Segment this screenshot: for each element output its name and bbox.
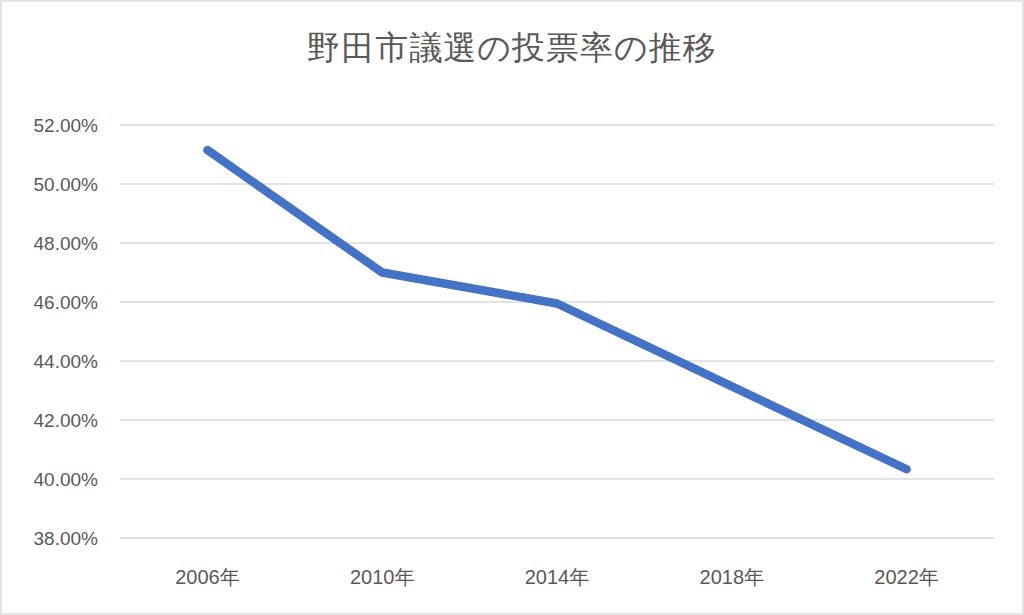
y-axis-tick-label: 50.00% [2, 175, 98, 194]
y-axis-tick-label: 38.00% [2, 529, 98, 548]
y-axis-tick-label: 52.00% [2, 116, 98, 135]
x-axis-tick-label: 2022年 [827, 567, 987, 587]
y-axis-tick-label: 42.00% [2, 411, 98, 430]
y-axis-tick-label: 44.00% [2, 352, 98, 371]
y-axis-tick-label: 46.00% [2, 293, 98, 312]
y-axis-tick-label: 40.00% [2, 470, 98, 489]
x-axis-tick-label: 2006年 [127, 567, 287, 587]
x-axis-tick-label: 2010年 [302, 567, 462, 587]
y-axis-tick-label: 48.00% [2, 234, 98, 253]
line-plot [2, 2, 1024, 615]
x-axis-tick-label: 2014年 [477, 567, 637, 587]
data-line-series [207, 150, 906, 469]
x-axis-tick-label: 2018年 [652, 567, 812, 587]
chart-canvas: 野田市議選の投票率の推移 52.00%50.00%48.00%46.00%44.… [0, 0, 1024, 615]
